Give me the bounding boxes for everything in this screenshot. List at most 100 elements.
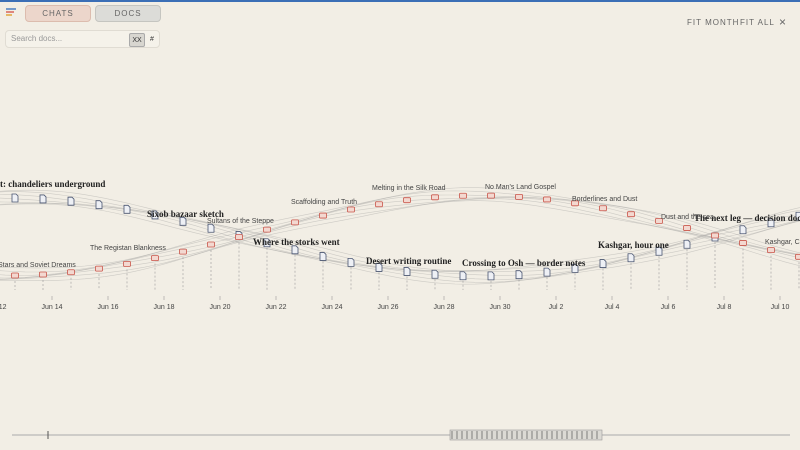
thread — [0, 200, 800, 281]
chat-icon — [123, 260, 131, 267]
doc-icon — [739, 225, 747, 235]
date-label: Jun 12 — [0, 304, 7, 311]
date-label: Jun 16 — [97, 304, 118, 311]
thread — [0, 189, 800, 271]
date-label: Jul 8 — [717, 304, 732, 311]
doc-icon — [263, 238, 271, 248]
doc-title: Sixob bazaar sketch — [147, 209, 224, 219]
doc-label: No Man's Land Gospel — [485, 184, 556, 191]
doc-title: Desert writing routine — [366, 256, 451, 266]
search-button[interactable]: XX — [129, 33, 145, 47]
date-label: Jul 6 — [661, 304, 676, 311]
chat-icon — [235, 234, 243, 241]
chat-icon — [319, 212, 327, 219]
date-label: Jun 28 — [433, 304, 454, 311]
doc-icon — [487, 271, 495, 281]
doc-title: Where the storks went — [253, 237, 340, 247]
doc-icon — [291, 245, 299, 255]
chat-icon — [347, 206, 355, 213]
close[interactable]: × — [779, 15, 788, 29]
doc-label: Kashgar, Ch — [765, 239, 800, 246]
chat-icon — [151, 255, 159, 262]
doc-icon — [67, 196, 75, 206]
doc-icon — [655, 246, 663, 256]
doc-icon — [347, 257, 355, 267]
doc-icon — [11, 193, 19, 203]
tab-docs[interactable]: DOCS — [95, 5, 161, 22]
search-placeholder: Search docs... — [11, 34, 63, 43]
chat-icon — [711, 232, 719, 239]
chat-icon — [543, 196, 551, 203]
doc-icon — [627, 253, 635, 263]
date-label: Jul 10 — [771, 304, 790, 311]
menu-icon[interactable] — [6, 8, 16, 16]
doc-title: Kashgar, hour one — [598, 240, 669, 250]
thread — [0, 197, 800, 280]
doc-icon — [571, 263, 579, 273]
doc-icon — [515, 270, 523, 280]
chat-icon — [207, 241, 215, 248]
doc-title: Crossing to Osh — border notes — [462, 258, 586, 268]
date-label: Jun 14 — [41, 304, 62, 311]
search-box[interactable]: Search docs... XX # — [5, 30, 160, 48]
doc-icon — [795, 211, 800, 221]
thread — [0, 203, 800, 285]
doc-label: The Registan Blankness — [90, 245, 166, 252]
fit-all[interactable]: FIT ALL — [740, 18, 775, 27]
date-label: Jun 24 — [321, 304, 342, 311]
doc-icon — [543, 267, 551, 277]
thread — [0, 190, 800, 273]
chat-icon — [599, 205, 607, 212]
date-label: Jul 2 — [549, 304, 564, 311]
doc-icon — [319, 252, 327, 261]
chat-icon — [11, 272, 19, 279]
thread — [0, 187, 800, 269]
doc-icon — [767, 218, 775, 228]
date-label: Jun 18 — [153, 304, 174, 311]
search-button[interactable]: # — [150, 35, 154, 43]
chat-icon — [571, 200, 579, 207]
doc-label: Melting in the Silk Road — [372, 185, 446, 192]
doc-icon — [151, 210, 159, 220]
chat-icon — [515, 193, 523, 200]
chat-icon — [291, 219, 299, 226]
scrubber-range[interactable] — [449, 429, 603, 441]
date-label: Jun 26 — [377, 304, 398, 311]
doc-icon — [683, 239, 691, 249]
doc-label: Borderlines and Dust — [572, 196, 637, 203]
chat-icon — [767, 247, 775, 254]
doc-title: t: chandeliers underground — [0, 179, 105, 189]
chat-icon — [683, 225, 691, 231]
thread — [0, 194, 800, 276]
doc-label: Dust and the sea — [661, 214, 714, 221]
chat-icon — [375, 201, 383, 208]
doc-label: Stars and Soviet Dreams — [0, 262, 76, 269]
doc-icon — [123, 204, 131, 214]
date-label: Jun 30 — [489, 304, 510, 311]
doc-icon — [39, 194, 47, 204]
chat-icon — [795, 253, 800, 260]
chat-icon — [739, 240, 747, 246]
chat-icon — [403, 197, 411, 204]
doc-icon — [207, 223, 215, 233]
doc-icon — [179, 216, 187, 226]
range-box — [449, 429, 603, 441]
doc-icon — [95, 200, 103, 210]
doc-icon — [431, 269, 439, 279]
chat-icon — [263, 226, 271, 233]
top-bar — [0, 0, 800, 2]
doc-title: The next leg — decision doc — [694, 213, 800, 223]
doc-icon — [375, 263, 383, 272]
doc-icon — [459, 271, 467, 281]
fit-month[interactable]: FIT MONTH — [687, 18, 740, 27]
date-label: Jun 22 — [265, 304, 286, 311]
doc-label: Sultans of the Steppe — [207, 218, 274, 225]
doc-icon — [599, 259, 607, 268]
doc-label: Scaffolding and Truth — [291, 199, 357, 206]
chat-icon — [627, 211, 635, 218]
chat-icon — [95, 265, 103, 272]
date-label: Jun 20 — [209, 304, 230, 311]
tab-chats[interactable]: CHATS — [25, 5, 91, 22]
